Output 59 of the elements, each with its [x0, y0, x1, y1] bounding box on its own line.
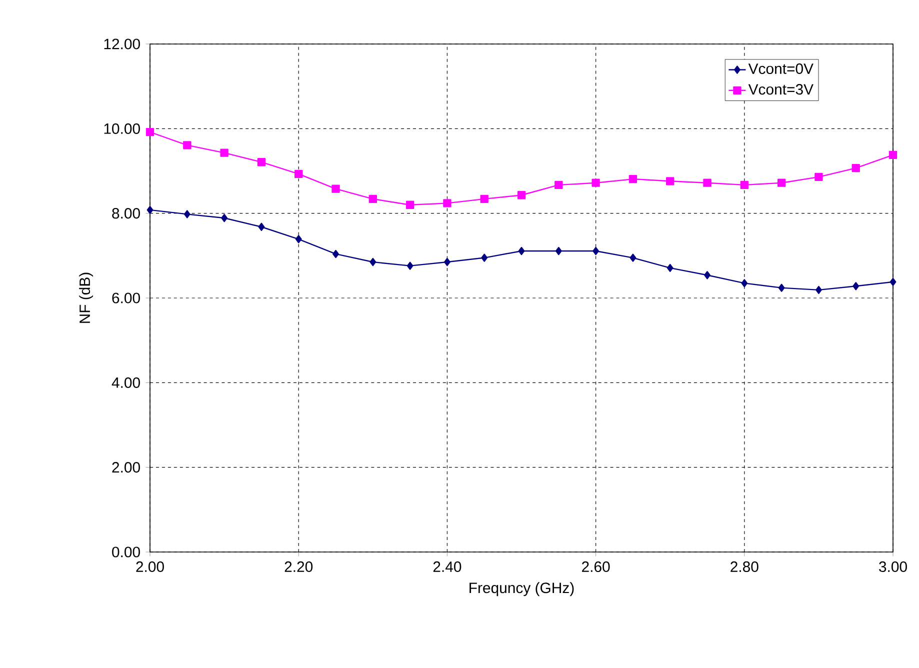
- point: [221, 214, 228, 222]
- x-tick-label: 2.20: [284, 561, 313, 572]
- point: [406, 200, 414, 209]
- y-tick-label: 6.00: [112, 292, 140, 304]
- point: [554, 180, 563, 190]
- point: [592, 178, 600, 187]
- point: [258, 222, 265, 231]
- y-tick-label: 2.00: [112, 462, 140, 473]
- point: [630, 254, 636, 262]
- point: [666, 264, 674, 272]
- point: [704, 271, 710, 280]
- point: [220, 148, 228, 157]
- x-tick-label: 2.60: [582, 561, 610, 572]
- point: [555, 246, 562, 256]
- point: [444, 258, 450, 266]
- point: [480, 194, 488, 204]
- point: [184, 210, 190, 218]
- point: [257, 158, 266, 166]
- point: [740, 180, 748, 190]
- point: [332, 250, 339, 258]
- point: [778, 284, 785, 292]
- point: [777, 178, 786, 187]
- y-tick-label: 4.00: [112, 377, 140, 388]
- x-tick-label: 2.80: [730, 561, 758, 572]
- y-axis-title: NF (dB): [79, 272, 94, 323]
- point: [852, 164, 860, 172]
- y-tick-label: 10.00: [104, 123, 140, 134]
- point: [370, 258, 376, 266]
- legend-label: Vcont=0V: [748, 63, 814, 74]
- y-tick-label: 8.00: [112, 208, 140, 219]
- x-tick-label: 3.00: [879, 561, 907, 572]
- point: [852, 282, 860, 290]
- point: [890, 278, 896, 286]
- point: [406, 262, 414, 270]
- point: [741, 279, 748, 288]
- point: [703, 178, 712, 187]
- y-tick-label: 12.00: [104, 38, 140, 50]
- point: [183, 141, 192, 150]
- x-tick-label: 2.40: [433, 561, 462, 572]
- point: [294, 170, 303, 178]
- point: [814, 172, 823, 182]
- point: [332, 184, 340, 193]
- y-tick-label: 0.00: [112, 546, 140, 558]
- point: [517, 191, 526, 200]
- point: [295, 235, 302, 244]
- point: [443, 199, 452, 208]
- point: [888, 150, 898, 159]
- legend-label: Vcont=3V: [748, 84, 814, 95]
- point: [146, 206, 154, 214]
- x-axis-title: Frequncy (GHz): [470, 582, 574, 596]
- point: [481, 254, 488, 262]
- point: [666, 177, 674, 186]
- point: [628, 174, 638, 184]
- point: [815, 286, 822, 294]
- x-tick-label: 2.00: [136, 561, 164, 572]
- point: [592, 246, 600, 256]
- point: [368, 194, 377, 204]
- point: [518, 246, 525, 256]
- point: [146, 128, 154, 136]
